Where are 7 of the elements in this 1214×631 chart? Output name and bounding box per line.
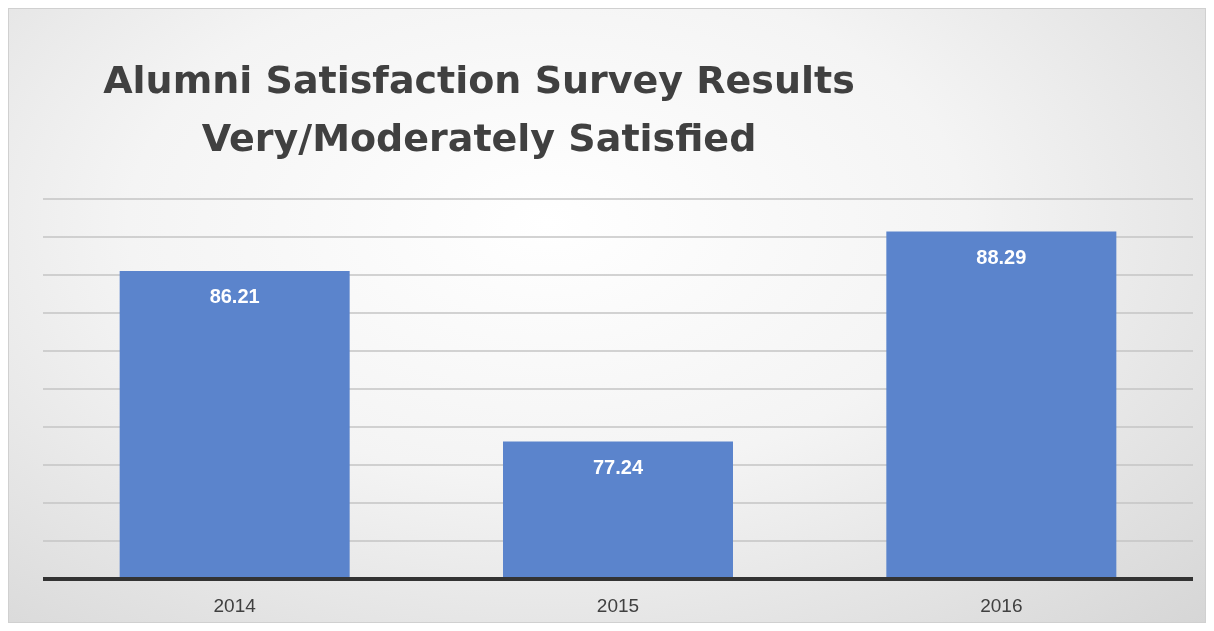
x-tick-label: 2016 <box>980 595 1023 617</box>
x-tick-label: 2014 <box>213 595 257 617</box>
x-tick-label: 2015 <box>596 595 640 617</box>
data-label: 77.24 <box>592 455 644 478</box>
data-label: 88.29 <box>976 245 1027 268</box>
data-label: 86.21 <box>209 285 260 308</box>
chart-title: Alumni Satisfaction Survey Results Very/Moderately Satisfied <box>102 57 856 162</box>
